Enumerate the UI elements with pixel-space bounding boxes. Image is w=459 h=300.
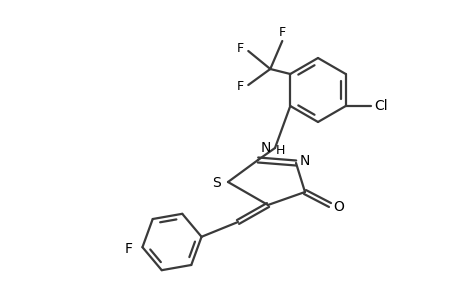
Text: F: F: [236, 43, 243, 56]
Text: F: F: [124, 242, 132, 256]
Text: S: S: [212, 176, 221, 190]
Text: O: O: [333, 200, 344, 214]
Text: F: F: [278, 26, 285, 40]
Text: Cl: Cl: [373, 99, 386, 113]
Text: F: F: [236, 80, 243, 94]
Text: N: N: [260, 141, 270, 155]
Text: H: H: [275, 143, 284, 157]
Text: N: N: [299, 154, 309, 168]
